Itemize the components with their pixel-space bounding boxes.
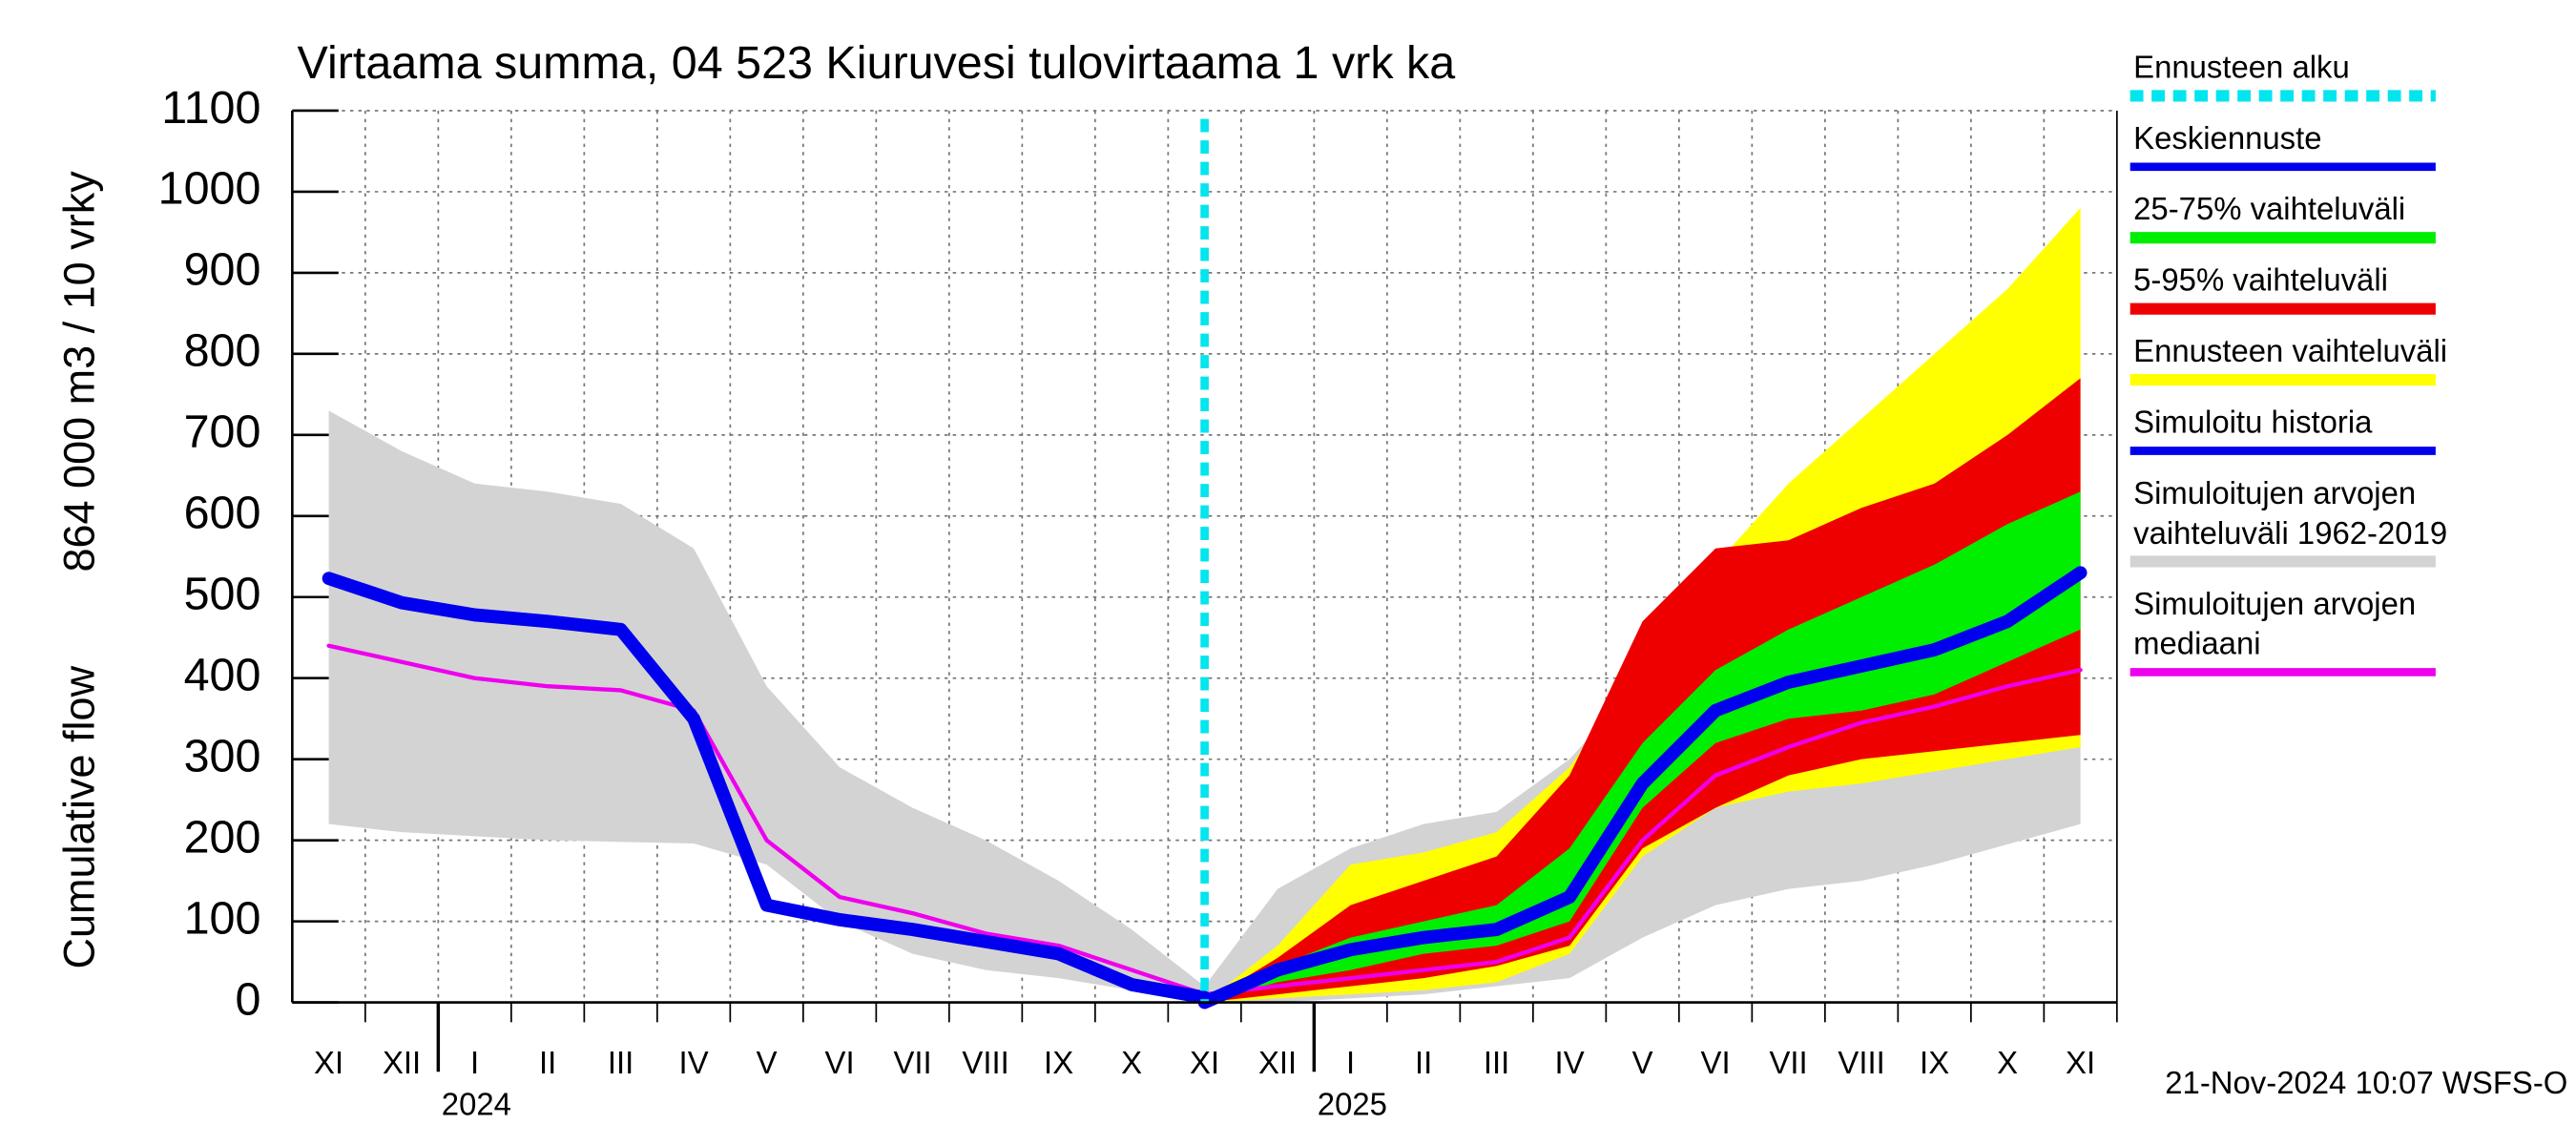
legend-label: Keskiennuste xyxy=(2133,120,2321,156)
x-tick-label: II xyxy=(1415,1045,1432,1080)
x-tick-label: VI xyxy=(1701,1045,1731,1080)
x-tick-label: IX xyxy=(1044,1045,1073,1080)
x-tick-label: III xyxy=(1484,1045,1509,1080)
y-tick-label: 100 xyxy=(184,892,261,944)
x-tick-label: VII xyxy=(893,1045,931,1080)
x-tick-label: I xyxy=(1346,1045,1355,1080)
x-tick-label: III xyxy=(608,1045,634,1080)
x-tick-label: XI xyxy=(1190,1045,1219,1080)
y-tick-label: 1100 xyxy=(161,82,260,134)
x-tick-label: VII xyxy=(1769,1045,1807,1080)
y-tick-label: 1000 xyxy=(158,163,261,215)
x-tick-label: I xyxy=(470,1045,479,1080)
y-tick-label: 900 xyxy=(184,244,261,296)
x-tick-label: VIII xyxy=(1838,1045,1884,1080)
x-tick-label: XII xyxy=(383,1045,421,1080)
legend-label: 5-95% vaihteluväli xyxy=(2133,262,2388,298)
line xyxy=(1197,566,2088,1010)
y-tick-label: 500 xyxy=(184,569,261,620)
year-label: 2024 xyxy=(442,1086,511,1121)
x-tick-label: IV xyxy=(679,1045,709,1080)
x-tick-label: X xyxy=(1121,1045,1142,1080)
y-tick-label: 300 xyxy=(184,730,261,781)
y-axis-label: 864 000 m3 / 10 vrky xyxy=(54,171,103,572)
footer: 21-Nov-2024 10:07 WSFS-O xyxy=(2165,1065,2567,1100)
x-tick-label: IV xyxy=(1555,1045,1585,1080)
year-label: 2025 xyxy=(1318,1086,1387,1121)
band xyxy=(1204,491,2081,1003)
legend-label: Ennusteen vaihteluväli xyxy=(2133,333,2447,368)
x-tick-label: X xyxy=(1997,1045,2018,1080)
x-tick-label: VIII xyxy=(962,1045,1008,1080)
x-tick-label: V xyxy=(757,1045,778,1080)
legend-label: 25-75% vaihteluväli xyxy=(2133,191,2405,226)
band xyxy=(1204,378,2081,1003)
legend-label: Simuloitujen arvojen mediaani xyxy=(2133,586,2416,661)
x-tick-label: VI xyxy=(825,1045,855,1080)
x-tick-label: XII xyxy=(1258,1045,1297,1080)
y-tick-label: 200 xyxy=(184,811,261,863)
y-tick-label: 600 xyxy=(184,488,261,539)
chart-title: Virtaama summa, 04 523 Kiuruvesi tulovir… xyxy=(298,37,1456,89)
y-axis-label: Cumulative flow xyxy=(54,665,103,968)
x-tick-label: V xyxy=(1632,1045,1653,1080)
x-tick-label: XI xyxy=(2066,1045,2095,1080)
x-tick-label: XI xyxy=(314,1045,343,1080)
y-tick-label: 400 xyxy=(184,650,261,701)
y-tick-label: 700 xyxy=(184,406,261,458)
y-tick-label: 800 xyxy=(184,325,261,377)
x-tick-label: IX xyxy=(1920,1045,1949,1080)
legend-label: Simuloitu historia xyxy=(2133,404,2373,439)
legend-label: Simuloitujen arvojen vaihteluväli 1962-20… xyxy=(2133,475,2447,551)
legend-label: Ennusteen alku xyxy=(2133,49,2350,84)
x-tick-label: II xyxy=(539,1045,556,1080)
line xyxy=(322,572,1212,1005)
y-tick-label: 0 xyxy=(236,973,261,1025)
